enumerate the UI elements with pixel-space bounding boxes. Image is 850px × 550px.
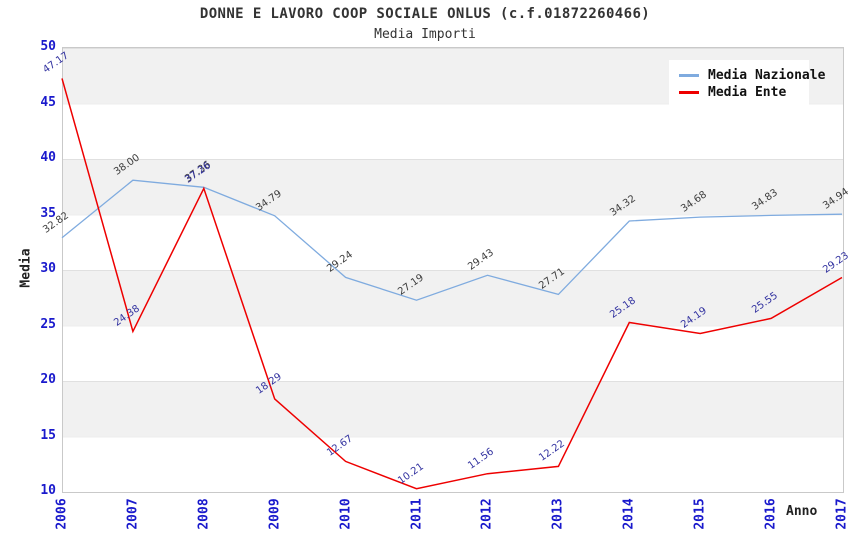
x-tick-label: 2013 <box>550 498 566 530</box>
x-tick-label: 2011 <box>409 498 425 530</box>
x-tick-label: 2009 <box>267 498 283 530</box>
y-tick-label: 15 <box>40 427 56 443</box>
media-nazionale-swatch-icon <box>679 74 699 77</box>
x-tick-label: 2008 <box>196 498 212 530</box>
legend-item-media-nazionale[interactable]: Media Nazionale <box>679 67 825 84</box>
y-tick-label: 30 <box>40 261 56 276</box>
y-tick-label: 35 <box>40 205 56 221</box>
y-axis-title: Media <box>18 248 34 288</box>
x-tick-label: 2016 <box>763 498 779 530</box>
x-tick-label: 2006 <box>54 498 70 530</box>
series-line-media-ente <box>61 78 843 490</box>
x-tick-label: 2007 <box>125 498 141 530</box>
y-tick-label: 25 <box>40 316 56 332</box>
x-tick-label: 2012 <box>479 498 495 530</box>
y-tick-label: 20 <box>40 372 56 387</box>
series-line-media-nazionale <box>61 179 843 301</box>
series-lines-layer <box>61 78 843 490</box>
y-tick-label: 50 <box>40 39 56 54</box>
x-tick-label: 2017 <box>834 498 850 530</box>
y-tick-label: 45 <box>40 94 56 110</box>
media-ente-swatch-icon <box>679 91 699 94</box>
x-axis-title: Anno <box>786 504 818 519</box>
x-tick-label: 2015 <box>692 498 708 530</box>
legend-label: Media Nazionale <box>708 68 826 83</box>
y-tick-label: 40 <box>40 150 56 165</box>
plot-area <box>62 47 844 493</box>
x-tick-label: 2010 <box>338 498 354 530</box>
chart-subtitle: Media Importi <box>374 27 476 42</box>
x-tick-label: 2014 <box>621 498 637 530</box>
legend-item-media-ente[interactable]: Media Ente <box>679 84 799 101</box>
y-tick-label: 10 <box>40 483 56 498</box>
legend-label: Media Ente <box>708 85 787 100</box>
legend: Media Nazionale Media Ente <box>669 60 825 108</box>
chart-title: DONNE E LAVORO COOP SOCIALE ONLUS (c.f.0… <box>199 6 651 22</box>
